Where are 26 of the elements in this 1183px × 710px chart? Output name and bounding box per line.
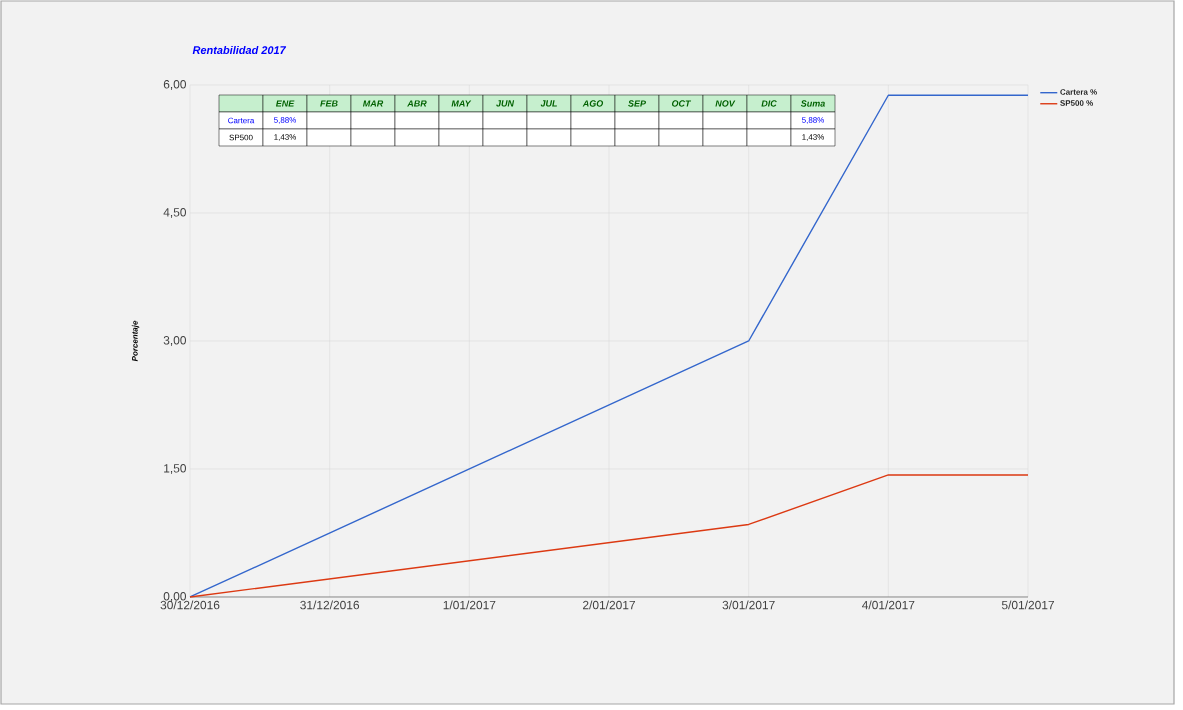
annotation: FEB [320, 100, 338, 107]
y-tick-label: 1,50 [164, 464, 187, 474]
x-tick-label: 2/01/2017 [583, 600, 635, 610]
y-tick-label: 0,00 [163, 592, 187, 602]
y-tick-label: 4,50 [163, 208, 187, 218]
annotation: JUL [540, 100, 557, 107]
annotation: AGO [582, 100, 604, 107]
x-tick-label: 31/12/2016 [300, 600, 360, 610]
annotation: ABR [407, 100, 427, 107]
x-tick-label: 4/01/2017 [862, 600, 915, 610]
annotation: OCT [671, 100, 692, 107]
annotation: Suma [800, 100, 825, 107]
annotation: JUN [496, 100, 515, 107]
annotation: ENE [275, 100, 295, 107]
x-tick-label: 30/12/2016 [160, 600, 220, 610]
x-tick-label: 5/01/2017 [1001, 600, 1054, 610]
annotation: SEP [628, 100, 646, 107]
annotation: DIC [761, 100, 777, 107]
x-tick-label: 1/01/2017 [443, 600, 496, 610]
y-tick-label: 3,00 [163, 336, 187, 346]
x-tick-label: 3/01/2017 [722, 600, 775, 610]
y-tick-label: 6,00 [163, 80, 187, 90]
annotation: MAY [451, 100, 472, 107]
annotation: MAR [362, 100, 384, 107]
annotation: NOV [715, 100, 736, 107]
chart-title: Rentabilidad 2017 [192, 45, 287, 55]
